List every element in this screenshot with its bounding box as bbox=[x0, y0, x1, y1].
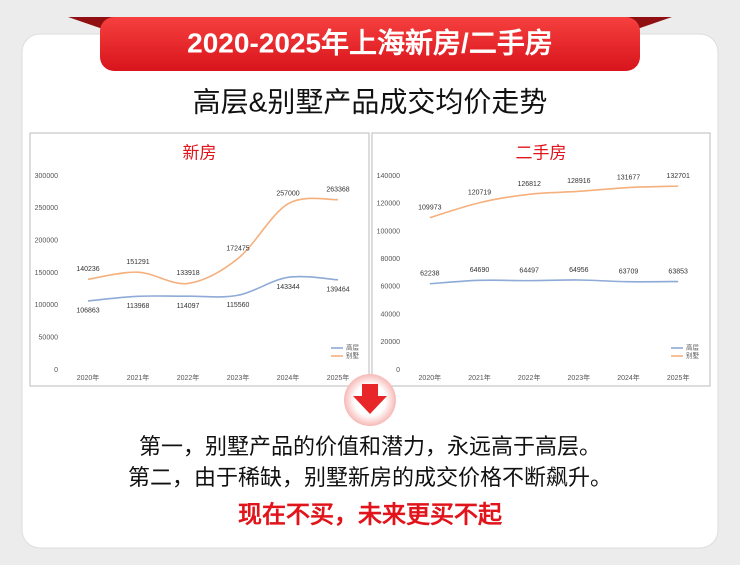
data-label: 64690 bbox=[470, 267, 490, 274]
legend-label: 别墅 bbox=[346, 351, 360, 360]
series-line bbox=[429, 279, 679, 285]
x-tick-label: 2022年 bbox=[518, 373, 541, 382]
data-label: 115560 bbox=[227, 302, 250, 309]
y-tick-label: 150000 bbox=[35, 270, 58, 277]
conclusion-highlight: 现在不买，未来更买不起 bbox=[238, 500, 503, 528]
subtitle: 高层&别墅产品成交均价走势 bbox=[193, 86, 548, 117]
legend-label: 别墅 bbox=[686, 351, 700, 360]
chart-title: 新房 bbox=[183, 143, 217, 162]
data-label: 143344 bbox=[276, 284, 299, 291]
y-tick-label: 100000 bbox=[35, 302, 58, 309]
y-tick-label: 100000 bbox=[377, 228, 400, 235]
y-tick-label: 0 bbox=[54, 367, 58, 374]
x-tick-label: 2021年 bbox=[468, 373, 491, 382]
data-label: 62238 bbox=[420, 271, 440, 278]
y-tick-label: 60000 bbox=[381, 284, 401, 291]
y-tick-label: 120000 bbox=[377, 201, 400, 208]
data-label: 151291 bbox=[126, 259, 149, 266]
y-tick-label: 20000 bbox=[381, 339, 401, 346]
y-tick-label: 80000 bbox=[381, 256, 401, 263]
series-line bbox=[87, 275, 339, 302]
series-line bbox=[429, 185, 679, 219]
conclusion-line: 第二，由于稀缺，别墅新房的成交价格不断飙升。 bbox=[128, 465, 612, 490]
data-label: 133918 bbox=[176, 270, 199, 277]
x-tick-label: 2024年 bbox=[617, 373, 640, 382]
y-tick-label: 250000 bbox=[35, 205, 58, 212]
data-label: 257000 bbox=[276, 191, 299, 198]
data-label: 132701 bbox=[666, 173, 689, 180]
chart-panel bbox=[29, 132, 370, 387]
data-label: 263368 bbox=[326, 187, 349, 194]
data-label: 140236 bbox=[76, 266, 99, 273]
data-label: 120719 bbox=[468, 190, 491, 197]
data-label: 64956 bbox=[569, 267, 589, 274]
data-label: 126812 bbox=[517, 181, 540, 188]
data-label: 63853 bbox=[668, 268, 688, 275]
banner-title: 2020-2025年上海新房/二手房 bbox=[187, 26, 553, 58]
chart-panel bbox=[371, 132, 711, 387]
x-tick-label: 2021年 bbox=[127, 373, 150, 382]
x-tick-label: 2020年 bbox=[419, 373, 442, 382]
data-label: 139464 bbox=[326, 287, 349, 294]
conclusion-line: 第一，别墅产品的价值和潜力，永远高于高层。 bbox=[139, 434, 601, 459]
y-tick-label: 40000 bbox=[381, 311, 401, 318]
data-label: 128916 bbox=[567, 178, 590, 185]
data-label: 113968 bbox=[127, 303, 150, 310]
x-tick-label: 2022年 bbox=[177, 373, 200, 382]
data-label: 106863 bbox=[76, 308, 99, 315]
y-tick-label: 200000 bbox=[35, 238, 58, 245]
x-tick-label: 2023年 bbox=[227, 373, 250, 382]
x-tick-label: 2025年 bbox=[667, 373, 690, 382]
x-tick-label: 2020年 bbox=[77, 373, 100, 382]
data-label: 109973 bbox=[418, 204, 441, 211]
data-label: 131677 bbox=[617, 174, 640, 181]
down-arrow bbox=[353, 384, 387, 414]
data-label: 172475 bbox=[226, 245, 249, 252]
data-label: 114097 bbox=[177, 303, 200, 310]
legend-label: 高层 bbox=[346, 343, 360, 352]
series-line bbox=[87, 197, 339, 285]
data-label: 63709 bbox=[619, 269, 639, 276]
x-tick-label: 2023年 bbox=[568, 373, 591, 382]
y-tick-label: 0 bbox=[396, 367, 400, 374]
y-tick-label: 50000 bbox=[39, 335, 59, 342]
legend-label: 高层 bbox=[686, 343, 700, 352]
x-tick-label: 2025年 bbox=[327, 373, 350, 382]
y-tick-label: 140000 bbox=[377, 173, 400, 180]
y-tick-label: 300000 bbox=[35, 173, 58, 180]
chart-title: 二手房 bbox=[516, 143, 567, 162]
banner bbox=[100, 17, 640, 71]
x-tick-label: 2024年 bbox=[277, 373, 300, 382]
data-label: 64497 bbox=[519, 267, 539, 274]
